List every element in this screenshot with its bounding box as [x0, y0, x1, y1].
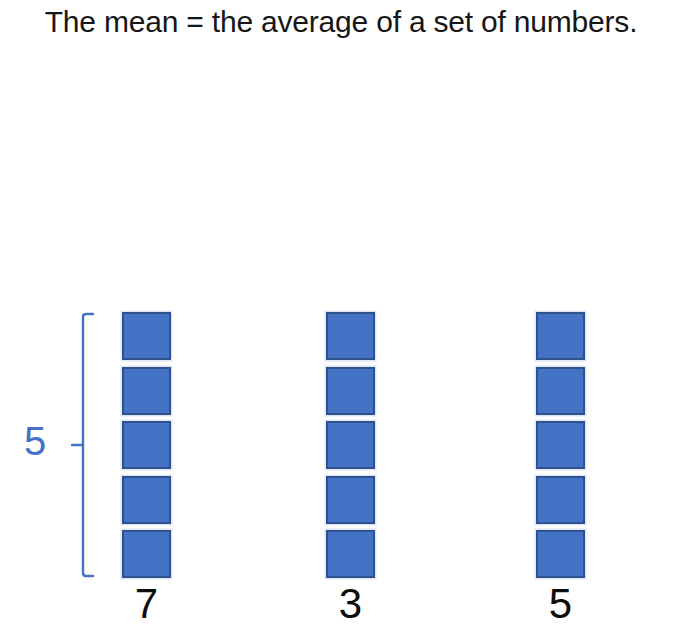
- unit-square: [122, 476, 171, 524]
- bracket-count-label: 5: [24, 421, 46, 461]
- bracket: [68, 311, 96, 581]
- column-value-label: 3: [326, 583, 375, 625]
- bracket-spine: [83, 314, 93, 576]
- unit-square: [326, 367, 375, 415]
- column-value-label: 7: [122, 583, 171, 625]
- unit-square: [122, 421, 171, 469]
- column-3: [536, 312, 585, 578]
- column-2: [326, 312, 375, 578]
- unit-square: [122, 530, 171, 578]
- unit-square: [122, 367, 171, 415]
- unit-square: [536, 312, 585, 360]
- unit-square: [536, 530, 585, 578]
- unit-square: [536, 421, 585, 469]
- title: The mean = the average of a set of numbe…: [0, 5, 682, 39]
- unit-square: [326, 421, 375, 469]
- unit-square: [536, 367, 585, 415]
- unit-square: [326, 530, 375, 578]
- column-1: [122, 312, 171, 578]
- unit-square: [122, 312, 171, 360]
- unit-square: [326, 476, 375, 524]
- unit-square: [536, 476, 585, 524]
- unit-square: [326, 312, 375, 360]
- column-value-label: 5: [536, 583, 585, 625]
